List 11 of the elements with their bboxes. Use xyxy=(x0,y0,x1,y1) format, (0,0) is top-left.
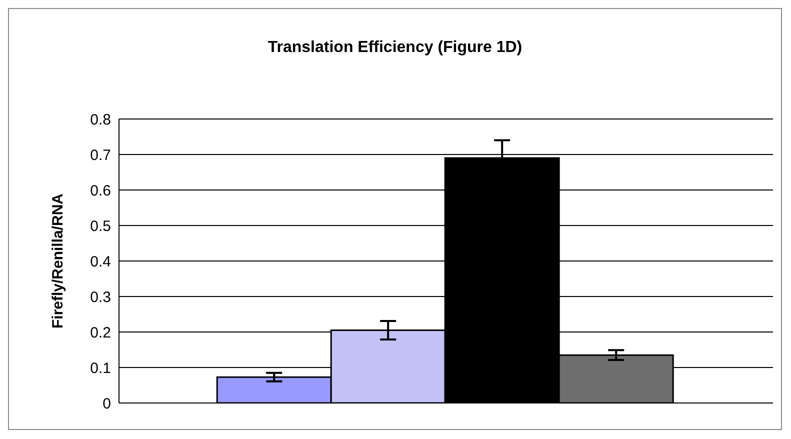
y-tick-label: 0.1 xyxy=(90,360,111,377)
y-tick-label: 0.2 xyxy=(90,324,111,342)
y-tick-label: 0.5 xyxy=(90,218,111,235)
y-tick-label: 0 xyxy=(102,395,111,412)
y-tick-label: 0.6 xyxy=(90,182,111,200)
y-tick-label: 0.4 xyxy=(90,253,111,270)
y-tick-label: 0.7 xyxy=(90,146,111,164)
y-tick-label: 0.3 xyxy=(90,288,111,306)
y-tick-label: 0.8 xyxy=(90,111,111,128)
chart-title: Translation Efficiency (Figure 1D) xyxy=(266,39,524,57)
y-axis-title: Firefly/Renilla/RNA xyxy=(49,193,66,329)
